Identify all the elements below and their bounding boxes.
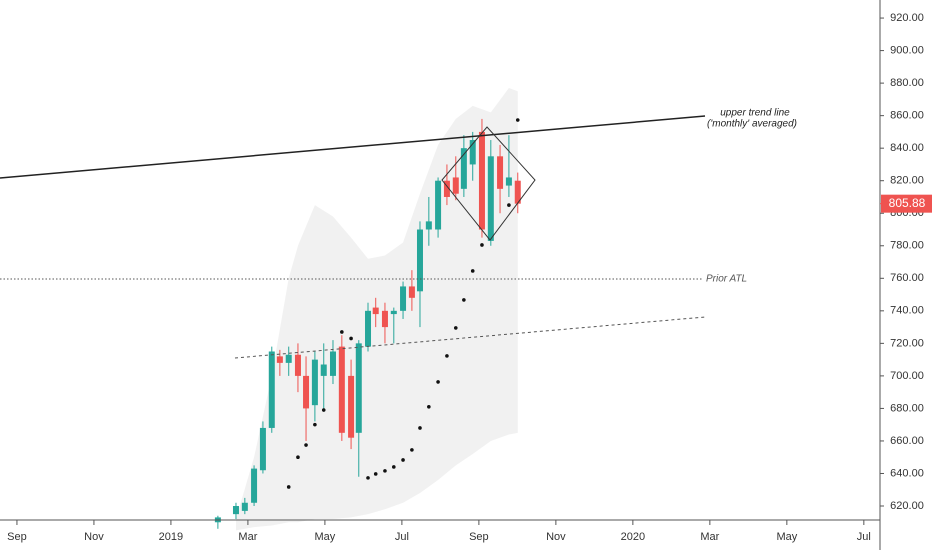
candle-body xyxy=(268,351,275,428)
x-tick-label: Mar xyxy=(238,531,257,543)
sar-dot xyxy=(453,326,458,330)
candle-body xyxy=(294,354,301,376)
x-tick-label: 2019 xyxy=(159,531,183,543)
y-tick-label: 740.00 xyxy=(890,305,924,317)
candle-body xyxy=(425,221,432,230)
candle-body xyxy=(355,343,362,433)
candle-body xyxy=(400,286,407,311)
x-tick-label: Nov xyxy=(546,531,566,543)
candle-body xyxy=(241,502,248,511)
y-tick-label: 700.00 xyxy=(890,370,924,382)
sar-dot xyxy=(470,269,475,273)
candle-body xyxy=(390,310,397,315)
last-price-box xyxy=(881,194,932,213)
sar-dot xyxy=(340,330,344,334)
y-tick-label: 900.00 xyxy=(890,44,924,56)
lower-trend-line xyxy=(234,316,706,359)
candle-body xyxy=(285,354,292,363)
y-tick-label: 660.00 xyxy=(890,435,924,447)
plot-area xyxy=(214,87,521,531)
sar-dot xyxy=(445,354,449,358)
sar-dot xyxy=(401,458,405,462)
annotation: upper trend line xyxy=(720,108,790,119)
y-tick-label: 620.00 xyxy=(890,500,924,512)
annotation: ('monthly' averaged) xyxy=(707,119,797,130)
annotation: Prior ATL xyxy=(706,274,747,285)
sar-dot xyxy=(321,408,326,412)
x-tick-label: May xyxy=(776,531,797,543)
sar-dot xyxy=(286,485,291,489)
y-tick-label: 680.00 xyxy=(890,402,924,414)
candle-body xyxy=(505,177,512,186)
candle-body xyxy=(435,180,442,230)
candle-body xyxy=(251,468,258,503)
y-tick-label: 780.00 xyxy=(890,240,924,252)
candle-body xyxy=(259,427,266,471)
sar-dot xyxy=(507,203,511,207)
x-tick-label: Mar xyxy=(700,531,719,543)
x-tick-label: Jul xyxy=(857,531,871,543)
sar-dot xyxy=(296,455,300,460)
candle-body xyxy=(372,307,379,315)
x-tick-label: Jul xyxy=(395,531,409,543)
candle-body xyxy=(329,351,336,376)
candle-body xyxy=(311,359,318,406)
sar-dot xyxy=(304,443,308,447)
sar-dot xyxy=(313,422,317,427)
y-tick-label: 820.00 xyxy=(890,175,924,187)
candle-body xyxy=(469,140,476,165)
sar-dot xyxy=(366,476,370,480)
candle-body xyxy=(276,356,283,363)
candle-body xyxy=(303,375,310,409)
y-tick-label: 840.00 xyxy=(890,142,924,154)
candle-body xyxy=(416,229,423,292)
y-tick-label: 920.00 xyxy=(890,12,924,24)
candle-body xyxy=(478,131,485,230)
candle-body xyxy=(452,177,459,194)
candle-body xyxy=(497,156,504,189)
candle-body xyxy=(320,364,327,376)
candle-body xyxy=(514,180,521,204)
candle-body xyxy=(348,375,355,438)
candle-body xyxy=(381,310,388,328)
y-tick-label: 860.00 xyxy=(890,110,924,122)
last-price-label: 805.88 xyxy=(889,196,926,210)
y-tick-label: 880.00 xyxy=(890,77,924,89)
candle-body xyxy=(408,286,415,298)
y-tick-label: 720.00 xyxy=(890,337,924,349)
sar-dot xyxy=(480,243,484,247)
sar-dot xyxy=(410,448,414,452)
x-tick-label: 2020 xyxy=(621,531,645,543)
x-tick-label: May xyxy=(315,531,336,543)
sar-dot xyxy=(436,380,440,384)
sar-dot xyxy=(373,472,378,476)
candle-body xyxy=(443,180,450,197)
sar-dot xyxy=(462,298,466,302)
x-tick-label: Sep xyxy=(7,531,27,543)
sar-dot xyxy=(392,465,396,469)
diamond-drawing xyxy=(441,126,536,241)
candle-body xyxy=(460,148,467,189)
sar-dot xyxy=(418,426,422,430)
sar-dot xyxy=(515,118,520,122)
y-tick-label: 640.00 xyxy=(890,467,924,479)
y-tick-label: 760.00 xyxy=(890,272,924,284)
x-tick-label: Sep xyxy=(469,531,489,543)
upper-trend-line xyxy=(0,115,706,179)
candle-body xyxy=(365,310,372,347)
x-tick-label: Nov xyxy=(84,531,104,543)
candle-body xyxy=(338,346,345,433)
sar-dot xyxy=(349,336,353,341)
sar-dot xyxy=(427,404,431,409)
candle-body xyxy=(487,156,494,241)
sar-dot xyxy=(383,469,387,473)
candle-body xyxy=(232,506,239,515)
